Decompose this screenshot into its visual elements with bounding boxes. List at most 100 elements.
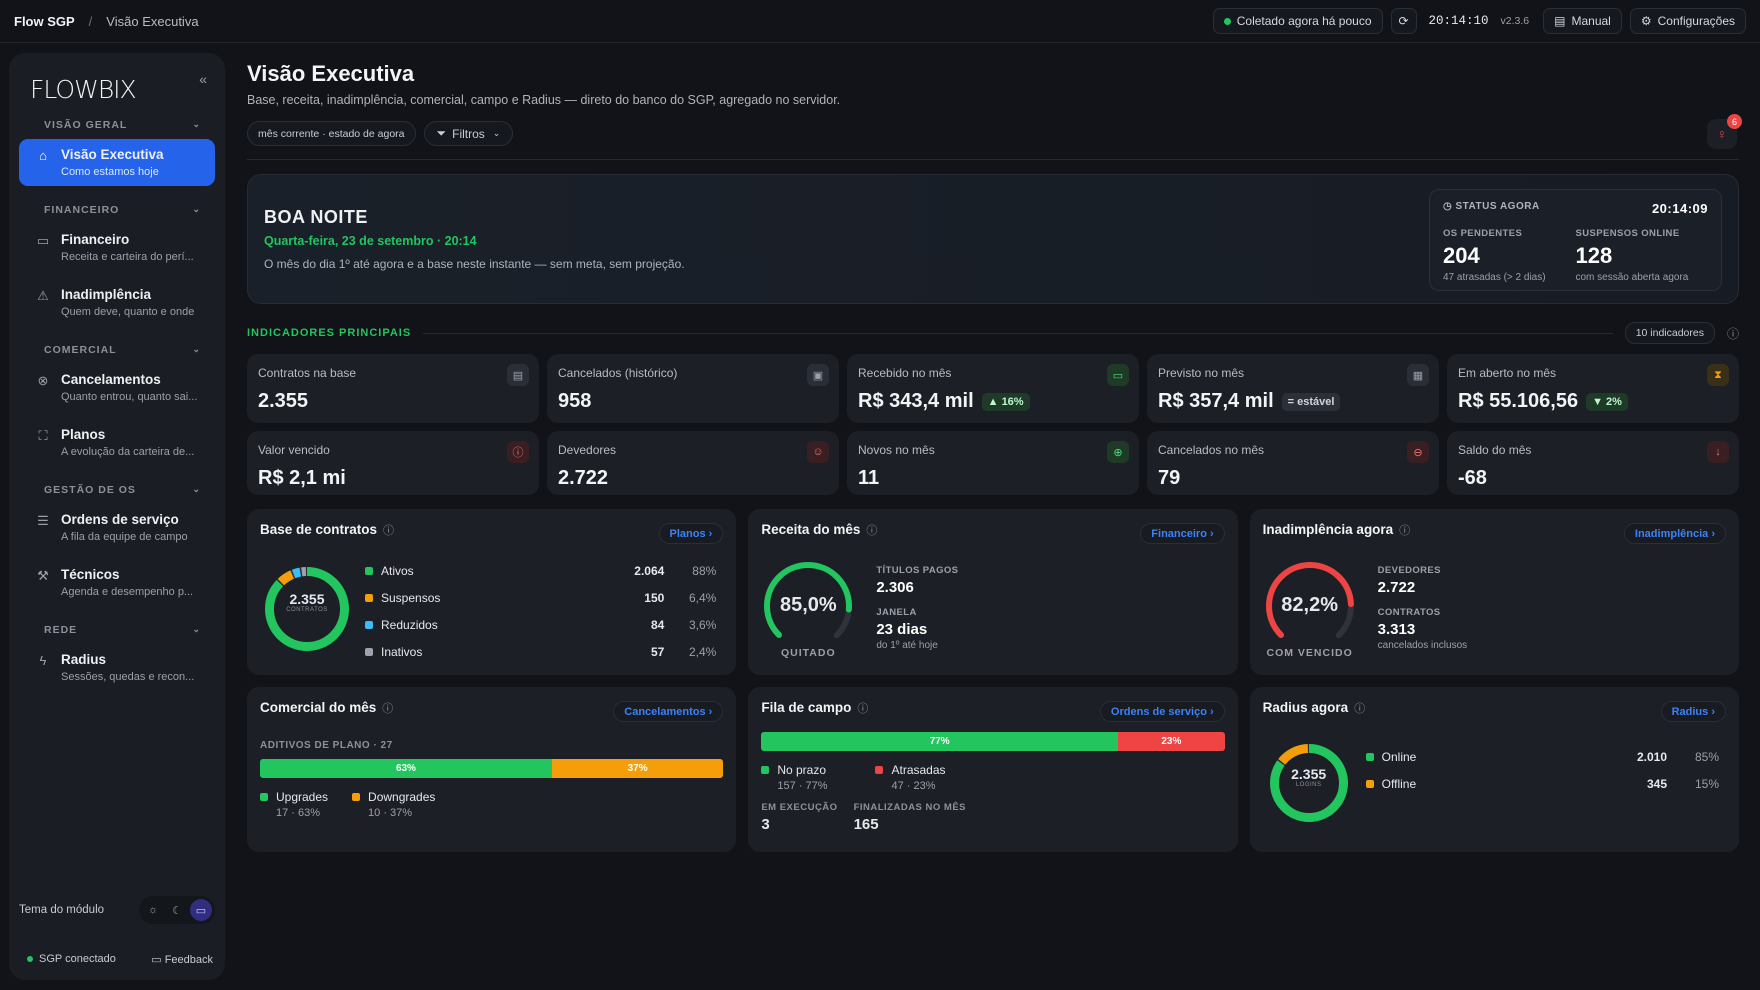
- kpi-card[interactable]: Em aberto no mês R$ 55.106,56 ▼ 2% ⧗: [1447, 354, 1739, 423]
- indicators-header: INDICADORES PRINCIPAIS 10 indicadores ⓘ: [247, 322, 1739, 344]
- home-icon: ⌂: [39, 148, 47, 163]
- info-icon[interactable]: ⓘ: [382, 703, 394, 715]
- kpi-card[interactable]: Devedores 2.722 ☺: [547, 431, 839, 495]
- legend-swatch: [1365, 752, 1374, 761]
- legend-swatch: [365, 566, 373, 575]
- settings-button[interactable]: ⚙ Configurações: [1629, 8, 1746, 34]
- bolt-icon: ϟ: [39, 653, 47, 668]
- sidebar-section-header[interactable]: GESTÃO DE OS ⌄: [19, 484, 215, 496]
- kpi-card[interactable]: Previsto no mês R$ 357,4 mil = estável ▦: [1147, 354, 1439, 423]
- kc-value: 2.306: [876, 579, 914, 596]
- manual-button[interactable]: ▤ Manual: [1543, 8, 1622, 34]
- alerts-badge: 6: [1727, 114, 1742, 129]
- link-financial[interactable]: Financeiro ›: [1140, 523, 1225, 544]
- link-delinquency[interactable]: Inadimplência ›: [1623, 523, 1726, 544]
- kpi-card[interactable]: Novos no mês 11 ⊕: [847, 431, 1139, 495]
- current-date: Quarta-feira, 23 de setembro · 20:14: [264, 234, 477, 248]
- link-radius[interactable]: Radius ›: [1660, 701, 1726, 722]
- chevron-down-icon: ⌄: [192, 344, 201, 354]
- wallet-icon: ▭: [1107, 364, 1129, 386]
- version: v2.3.6: [1500, 15, 1530, 27]
- legend-swatch: [365, 593, 373, 602]
- sidebar-item-radius[interactable]: ϟ Radius Sessões, quedas e recon...: [19, 644, 215, 691]
- kpi-value: 2.722: [558, 467, 609, 489]
- info-icon[interactable]: ⓘ: [857, 703, 869, 715]
- legend-name: Atrasadas: [891, 763, 946, 777]
- kpi-card[interactable]: Recebido no mês R$ 343,4 mil ▲ 16% ▭: [847, 354, 1139, 423]
- debtors: DEVEDORES 2.722: [1378, 565, 1441, 596]
- page-subtitle: Base, receita, inadimplência, comercial,…: [247, 93, 841, 107]
- link-service-orders[interactable]: Ordens de serviço ›: [1099, 701, 1225, 722]
- status-time: 20:14:09: [1651, 201, 1708, 216]
- theme-label: Tema do módulo: [19, 904, 105, 916]
- kpi-card[interactable]: Saldo do mês -68 ↓: [1447, 431, 1739, 495]
- gauge-label: QUITADO: [781, 647, 836, 659]
- collapse-sidebar-icon[interactable]: «: [199, 71, 207, 87]
- gauge-value: 82,2%: [1281, 594, 1339, 616]
- legend-name: Ativos: [381, 563, 414, 578]
- legend-pct: 2,4%: [688, 644, 717, 659]
- feedback-button[interactable]: ▭ Feedback: [151, 953, 213, 966]
- link-plans[interactable]: Planos ›: [658, 523, 724, 544]
- legend-item: No prazo 157 · 77%: [761, 763, 827, 792]
- suspended-online: SUSPENSOS ONLINE 128 com sessão aberta ago…: [1576, 228, 1709, 283]
- link-label: Financeiro: [1151, 527, 1207, 540]
- minus-icon: ⊖: [1407, 441, 1429, 463]
- bar-segment: 77%: [761, 732, 1119, 751]
- indicators-count: 10 indicadores: [1624, 322, 1715, 344]
- info-icon[interactable]: ⓘ: [383, 525, 395, 537]
- kpi-card[interactable]: Cancelados no mês 79 ⊖: [1147, 431, 1439, 495]
- card-radius: Radius agora ⓘ Radius › 2.355 LOGINS Onlin…: [1249, 687, 1739, 852]
- sun-icon[interactable]: ☼: [147, 904, 159, 916]
- chevron-down-icon: ⌄: [192, 624, 201, 634]
- kc-value: 3.313: [1377, 621, 1416, 638]
- link-cancellations[interactable]: Cancelamentos ›: [613, 701, 724, 722]
- sidebar-section-header[interactable]: COMERCIAL ⌄: [19, 344, 215, 356]
- sgp-connection: SGP conectado: [27, 953, 116, 966]
- list-icon: ☰: [37, 513, 49, 528]
- app-brand[interactable]: Flow SGP: [14, 13, 75, 29]
- status-now-panel: ◷ STATUS AGORA 20:14:09 OS PENDENTES 204 47…: [1429, 189, 1722, 291]
- legend-name: No prazo: [777, 763, 827, 777]
- finished-month: FINALIZADAS NO MÊS 165: [854, 802, 966, 833]
- card-field-queue: Fila de campo ⓘ Ordens de serviço › 77% 23…: [748, 687, 1238, 852]
- monitor-icon[interactable]: ▭: [190, 899, 212, 921]
- kpi-card[interactable]: Valor vencido R$ 2,1 mi ⓘ: [247, 431, 539, 495]
- kpi-label: Devedores: [558, 443, 617, 457]
- sidebar-item-sub: Receita e carteira do perí...: [61, 251, 194, 263]
- sidebar-item-planos[interactable]: ⛶ Planos A evolução da carteira de...: [19, 419, 215, 466]
- bar-segment: 23%: [1118, 732, 1225, 751]
- alerts-button[interactable]: ♀ 6: [1707, 114, 1742, 149]
- sidebar-item-inadimpl-ncia[interactable]: ⚠ Inadimplência Quem deve, quanto e onde: [19, 279, 215, 326]
- period-chip[interactable]: mês corrente · estado de agora: [247, 121, 416, 146]
- moon-icon[interactable]: ☾: [172, 904, 182, 917]
- info-icon[interactable]: ⓘ: [1726, 326, 1739, 341]
- filters-button[interactable]: ⏷ Filtros ⌄: [423, 121, 514, 146]
- donut-total: 2.355: [289, 591, 325, 607]
- kpi-label: Contratos na base: [258, 366, 357, 380]
- sidebar-item-t-cnicos[interactable]: ⚒ Técnicos Agenda e desempenho p...: [19, 559, 215, 606]
- sidebar-section-header[interactable]: FINANCEIRO ⌄: [19, 204, 215, 216]
- sidebar-footer: SGP conectado ▭ Feedback: [27, 953, 213, 966]
- section-title: FINANCEIRO: [44, 204, 120, 216]
- kpi-card[interactable]: Cancelados (histórico) 958 ▣: [547, 354, 839, 423]
- sidebar-item-sub: Sessões, quedas e recon...: [61, 671, 195, 683]
- info-icon[interactable]: ⓘ: [1399, 525, 1411, 537]
- kpi-grid: Contratos na base 2.355 ▤ Cancelados (histó…: [247, 354, 1739, 495]
- trend-badge: = estável: [1281, 392, 1341, 411]
- info-icon[interactable]: ⓘ: [1354, 703, 1366, 715]
- sidebar-item-vis-o-executiva[interactable]: ⌂ Visão Executiva Como estamos hoje: [19, 139, 215, 186]
- logo: FLOWBIX: [30, 75, 137, 104]
- kpi-label: Novos no mês: [858, 443, 935, 457]
- kpi-value: 958: [558, 390, 592, 412]
- sidebar-item-ordens-de-servi-o[interactable]: ☰ Ordens de serviço A fila da equipe de ca…: [19, 504, 215, 551]
- suspended-sub: com sessão aberta agora: [1575, 272, 1689, 283]
- info-icon[interactable]: ⓘ: [866, 525, 878, 537]
- hourglass-icon: ⧗: [1707, 364, 1729, 386]
- refresh-button[interactable]: ⟳: [1390, 8, 1417, 34]
- sidebar-item-financeiro[interactable]: ▭ Financeiro Receita e carteira do perí...: [19, 224, 215, 271]
- sidebar-item-cancelamentos[interactable]: ⊗ Cancelamentos Quanto entrou, quanto sai.…: [19, 364, 215, 411]
- kpi-card[interactable]: Contratos na base 2.355 ▤: [247, 354, 539, 423]
- sidebar-section-header[interactable]: VISÃO GERAL ⌄: [19, 119, 215, 131]
- sidebar-section-header[interactable]: REDE ⌄: [19, 624, 215, 636]
